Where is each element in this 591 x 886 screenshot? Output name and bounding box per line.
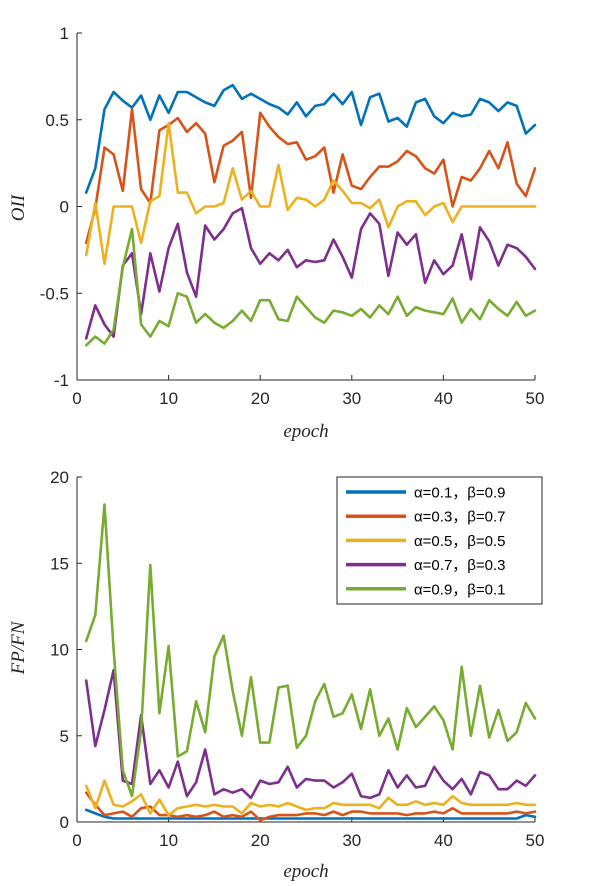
fpfn-y-tick-label: 20 bbox=[50, 468, 69, 487]
legend-label: α=0.3，β=0.7 bbox=[414, 509, 506, 526]
oii-series bbox=[84, 83, 537, 347]
oii-series-line-2 bbox=[84, 121, 537, 266]
oii-y-axis-title: OII bbox=[8, 193, 29, 221]
fpfn-series-line-1 bbox=[84, 791, 537, 822]
fpfn-x-tick-label: 30 bbox=[342, 831, 361, 850]
oii-x-tick-label: 50 bbox=[526, 389, 545, 408]
oii-y-tick-label: -0.5 bbox=[40, 284, 69, 303]
oii-y-tick-label: 1 bbox=[60, 24, 69, 43]
legend-items: α=0.1，β=0.9 α=0.3，β=0.7 α=0.5，β=0.5 α=0.7，β… bbox=[346, 485, 506, 598]
fpfn-series-line-3 bbox=[84, 668, 537, 800]
oii-y-tick-label: 0 bbox=[60, 198, 69, 217]
fpfn-y-axis-title: FP/FN bbox=[8, 620, 29, 675]
fpfn-x-tick-label: 10 bbox=[159, 831, 178, 850]
legend-item: α=0.7，β=0.3 bbox=[346, 557, 506, 574]
oii-chart: 0 10 20 30 40 50 1 0.5 0 -0.5 -1 epoch OII bbox=[8, 24, 544, 442]
fpfn-x-tick-label: 50 bbox=[526, 831, 545, 850]
oii-series-line-4 bbox=[84, 227, 537, 347]
legend-label: α=0.5，β=0.5 bbox=[414, 533, 506, 550]
oii-y-tick-label: -1 bbox=[54, 371, 69, 390]
fpfn-series bbox=[84, 503, 537, 822]
fpfn-x-tick-label: 20 bbox=[251, 831, 270, 850]
oii-series-line-0 bbox=[84, 83, 537, 194]
fpfn-y-tick-label: 5 bbox=[60, 727, 69, 746]
oii-series-line-3 bbox=[84, 206, 537, 340]
legend-label: α=0.7，β=0.3 bbox=[414, 557, 506, 574]
legend-label: α=0.1，β=0.9 bbox=[414, 485, 506, 502]
fpfn-series-line-2 bbox=[84, 779, 537, 817]
oii-x-tick-label: 30 bbox=[342, 389, 361, 408]
fpfn-y-tick-label: 0 bbox=[60, 813, 69, 832]
fpfn-x-axis-title: epoch bbox=[283, 861, 328, 882]
oii-x-axis-title: epoch bbox=[283, 421, 328, 442]
oii-x-tick-label: 0 bbox=[72, 389, 81, 408]
fpfn-series-line-4 bbox=[84, 503, 537, 798]
fpfn-y-tick-label: 10 bbox=[50, 641, 69, 660]
oii-x-tick-label: 40 bbox=[434, 389, 453, 408]
legend-item: α=0.9，β=0.1 bbox=[346, 581, 506, 598]
oii-series-line-1 bbox=[84, 108, 537, 245]
fpfn-series-line-0 bbox=[84, 808, 537, 820]
legend-label: α=0.9，β=0.1 bbox=[414, 581, 506, 598]
fpfn-x-tick-label: 0 bbox=[72, 831, 81, 850]
oii-x-tick-label: 10 bbox=[159, 389, 178, 408]
legend-item: α=0.1，β=0.9 bbox=[346, 485, 506, 502]
legend-item: α=0.5，β=0.5 bbox=[346, 533, 506, 550]
legend-item: α=0.3，β=0.7 bbox=[346, 509, 506, 526]
fpfn-x-tick-label: 40 bbox=[434, 831, 453, 850]
oii-x-tick-label: 20 bbox=[251, 389, 270, 408]
fpfn-y-tick-label: 15 bbox=[50, 554, 69, 573]
fpfn-legend: α=0.1，β=0.9 α=0.3，β=0.7 α=0.5，β=0.5 α=0.7，β… bbox=[336, 476, 543, 605]
oii-y-tick-label: 0.5 bbox=[45, 111, 69, 130]
oii-axes: 0 10 20 30 40 50 1 0.5 0 -0.5 -1 bbox=[40, 24, 545, 408]
